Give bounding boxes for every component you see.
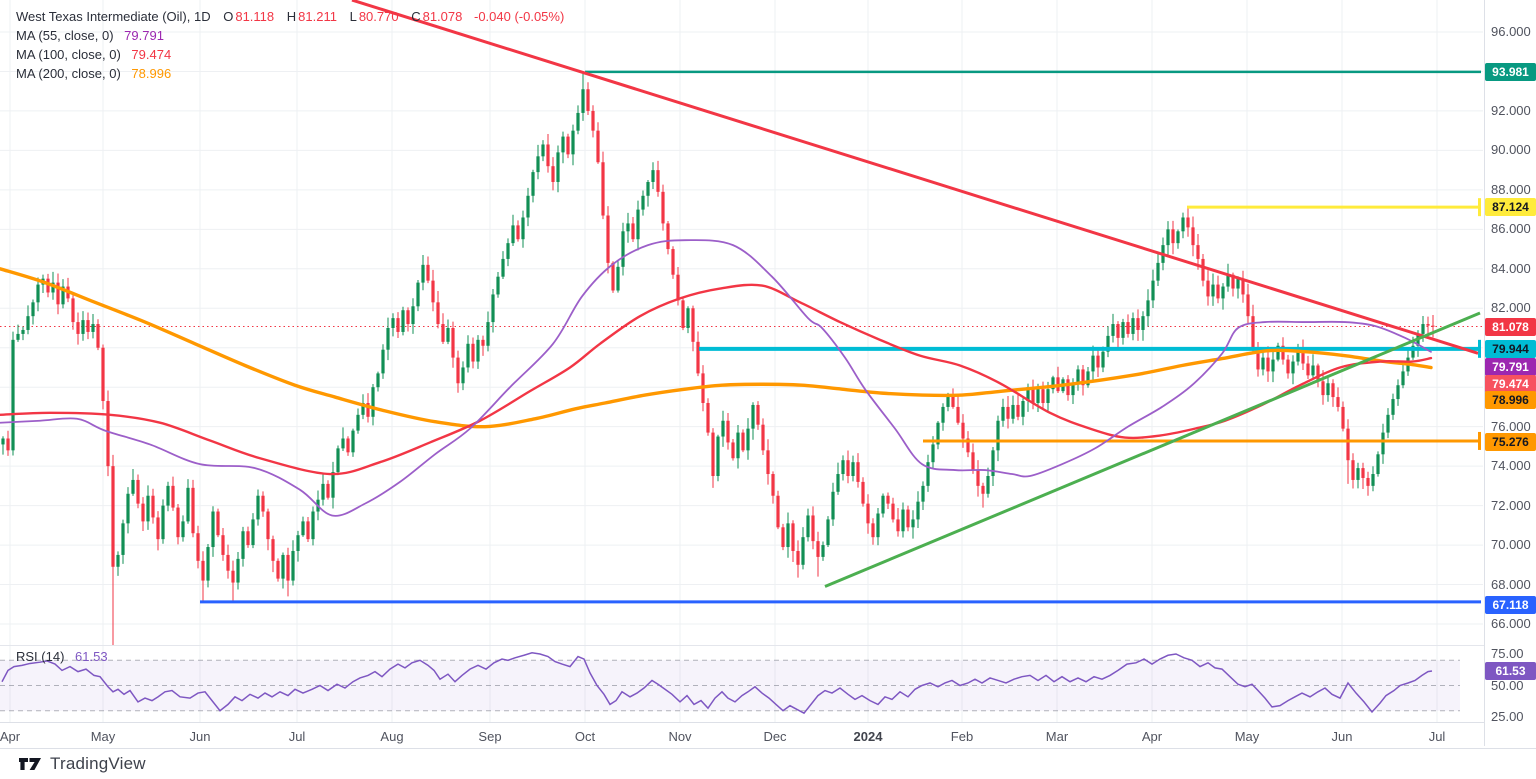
close-value: 81.078 (422, 9, 463, 24)
time-axis-label: Apr (1141, 729, 1163, 744)
close-label: C (411, 9, 421, 24)
time-axis-label: Nov (668, 729, 692, 744)
ma55-line (0, 239, 1432, 517)
time-axis-label: Feb (950, 729, 974, 744)
price-label-badge: 75.276 (1485, 433, 1536, 451)
rsi-value: 61.53 (75, 649, 108, 664)
main-price-pane[interactable] (0, 0, 1483, 654)
tradingview-logo-icon[interactable] (17, 754, 43, 774)
price-scale[interactable]: 96.00094.00092.00090.00088.00086.00084.0… (1484, 0, 1536, 746)
time-axis-label: Oct (574, 729, 596, 744)
time-axis-label: Jul (1428, 729, 1446, 744)
price-axis-label: 92.000 (1491, 102, 1531, 118)
price-axis-label: 86.000 (1491, 221, 1531, 237)
open-label: O (223, 9, 234, 24)
rsi-axis-label: 75.00 (1491, 646, 1524, 661)
ma100-line (0, 283, 1433, 476)
price-axis-label: 88.000 (1491, 181, 1531, 197)
low-value: 80.770 (358, 9, 399, 24)
ma-100-legend-row[interactable]: MA (100, close, 0) 79.474 (16, 45, 564, 64)
price-axis-label: 90.000 (1491, 142, 1531, 158)
rsi-line (1, 651, 1433, 715)
ma-200-legend-row[interactable]: MA (200, close, 0) 78.996 (16, 64, 564, 83)
chart-legend: West Texas Intermediate (Oil), 1D O 81.11… (16, 7, 564, 83)
ma-200-label: MA (200, close, 0) (16, 66, 121, 81)
ma-200-value: 78.996 (131, 66, 172, 81)
trendline-ascending-support[interactable] (824, 311, 1481, 588)
candles-layer (1, 71, 1435, 646)
high-value: 81.211 (298, 9, 337, 24)
time-scale[interactable]: Apr May Jun Jul Aug Sep Oct Nov Dec 2024 Feb Mar Apr… (0, 722, 1536, 749)
price-axis-label: 84.000 (1491, 260, 1531, 276)
time-axis-label: 2024 (853, 729, 883, 744)
price-axis-label: 70.000 (1491, 537, 1531, 553)
time-axis-label: Mar (1045, 729, 1069, 744)
price-label-badge: 93.981 (1485, 63, 1536, 81)
rsi-legend-row[interactable]: RSI (14) 61.53 (16, 648, 108, 665)
ma-100-value: 79.474 (131, 47, 172, 62)
change-value: -0.040 (-0.05%) (473, 9, 565, 24)
pane-divider[interactable] (0, 645, 1536, 646)
rsi-axis-label: 25.00 (1491, 709, 1524, 724)
rsi-label: RSI (14) (16, 649, 65, 664)
time-axis-label: Apr (0, 729, 21, 744)
ma-55-legend-row[interactable]: MA (55, close, 0) 79.791 (16, 26, 564, 45)
open-value: 81.118 (235, 9, 275, 24)
ma-55-value: 79.791 (124, 28, 164, 43)
price-label-badge: 79.474 (1485, 375, 1536, 393)
low-label: L (349, 9, 357, 24)
time-axis-label: Dec (763, 729, 787, 744)
rsi-value-badge: 61.53 (1485, 661, 1536, 680)
ma-55-label: MA (55, close, 0) (16, 28, 114, 43)
rsi-pane[interactable] (0, 651, 1460, 715)
price-axis-label: 96.000 (1491, 24, 1531, 39)
ma-100-label: MA (100, close, 0) (16, 47, 121, 62)
price-label-badge: 67.118 (1485, 596, 1536, 614)
rsi-axis-label: 50.00 (1491, 677, 1524, 693)
price-label-badge: 87.124 (1485, 198, 1536, 216)
tradingview-wordmark[interactable]: TradingView (50, 753, 146, 773)
price-label-badge: 81.078 (1485, 318, 1536, 336)
time-axis-label: Jul (288, 729, 306, 744)
time-axis-label: May (90, 729, 116, 744)
time-axis-label: May (1234, 729, 1260, 744)
time-axis-label: Jun (189, 729, 211, 744)
price-axis-label: 74.000 (1491, 458, 1531, 474)
time-axis-label: Aug (380, 729, 404, 744)
footer-bar: TradingView (0, 748, 1536, 778)
time-axis-label: Sep (478, 729, 502, 744)
price-label-badge: 79.791 (1485, 358, 1536, 376)
price-axis-label: 82.000 (1491, 300, 1531, 316)
ma200-line (0, 267, 1433, 429)
price-label-badge: 78.996 (1485, 391, 1536, 409)
price-axis-label: 66.000 (1491, 615, 1531, 631)
trendline-descending-resistance[interactable] (351, 0, 1479, 355)
price-label-badge: 79.944 (1485, 340, 1536, 358)
high-label: H (286, 9, 297, 24)
price-axis-label: 76.000 (1491, 418, 1531, 434)
price-axis-label: 68.000 (1491, 576, 1531, 592)
time-axis-label: Jun (1331, 729, 1353, 744)
price-axis-label: 72.000 (1491, 497, 1531, 513)
symbol-row: West Texas Intermediate (Oil), 1D O 81.11… (16, 7, 564, 26)
symbol-title[interactable]: West Texas Intermediate (Oil), 1D (16, 9, 211, 24)
grid-lines (0, 0, 1483, 722)
